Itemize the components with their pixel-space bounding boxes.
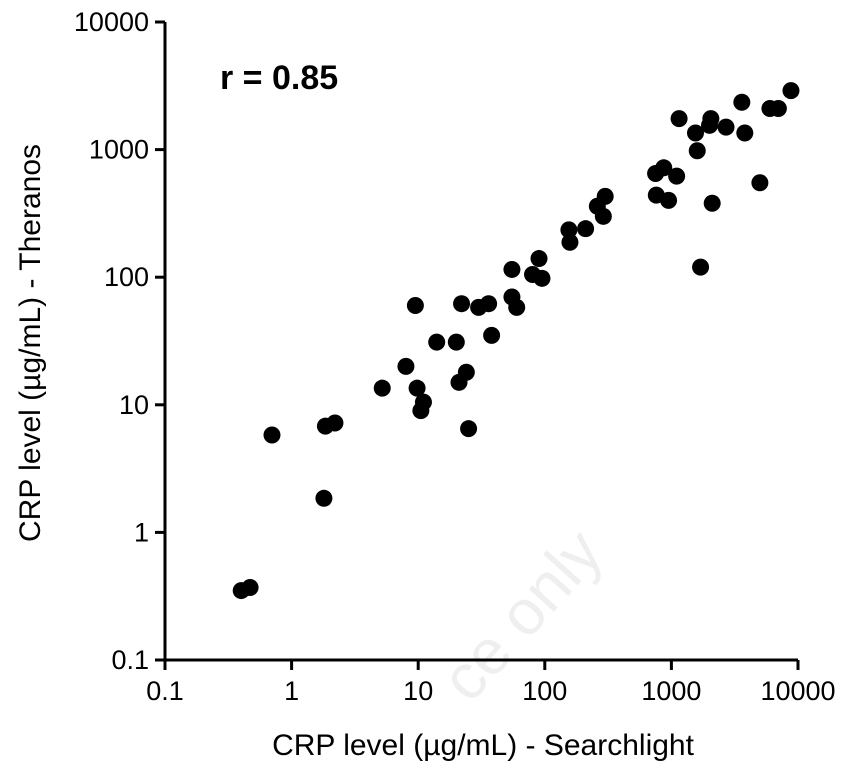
x-tick-label: 1000 bbox=[641, 676, 701, 706]
data-point bbox=[397, 357, 415, 375]
y-tick-label: 10000 bbox=[74, 7, 149, 37]
data-point bbox=[686, 124, 704, 142]
data-point bbox=[560, 221, 578, 239]
data-point bbox=[533, 269, 551, 287]
data-point bbox=[782, 82, 800, 100]
data-point bbox=[480, 295, 498, 313]
data-point bbox=[408, 379, 426, 397]
data-point bbox=[769, 99, 787, 117]
data-point bbox=[483, 326, 501, 344]
data-point bbox=[692, 258, 710, 276]
data-point bbox=[414, 393, 432, 411]
data-point bbox=[457, 363, 475, 381]
x-tick-label: 10000 bbox=[760, 676, 835, 706]
data-point bbox=[670, 110, 688, 128]
x-tick-label: 100 bbox=[522, 676, 567, 706]
correlation-annotation: r = 0.85 bbox=[220, 59, 338, 97]
data-point bbox=[263, 426, 281, 444]
x-axis-ticks: 0.1 1 10 100 1000 10000 bbox=[146, 660, 836, 706]
data-point bbox=[561, 233, 579, 251]
data-point bbox=[717, 118, 735, 136]
data-point bbox=[594, 207, 612, 225]
data-point bbox=[447, 333, 465, 351]
data-point bbox=[508, 298, 526, 316]
data-point bbox=[736, 124, 754, 142]
data-point bbox=[460, 420, 478, 438]
y-axis-title: CRP level (µg/mL) - Theranos bbox=[14, 144, 47, 542]
data-point bbox=[428, 333, 446, 351]
data-point bbox=[703, 194, 721, 212]
data-point bbox=[668, 167, 686, 185]
y-axis-ticks: 0.1 1 10 100 1000 10000 bbox=[74, 7, 165, 675]
data-point bbox=[406, 297, 424, 315]
data-point bbox=[596, 187, 614, 205]
data-points bbox=[232, 82, 800, 600]
y-tick-label: 1 bbox=[134, 517, 149, 547]
data-point bbox=[655, 159, 673, 177]
data-point bbox=[660, 191, 678, 209]
y-tick-label: 1000 bbox=[89, 135, 149, 165]
x-tick-label: 0.1 bbox=[146, 676, 184, 706]
data-point bbox=[453, 295, 471, 313]
data-point bbox=[577, 220, 595, 238]
x-tick-label: 10 bbox=[403, 676, 433, 706]
y-tick-label: 100 bbox=[104, 262, 149, 292]
data-point bbox=[326, 414, 344, 432]
axes bbox=[163, 22, 798, 662]
data-point bbox=[241, 578, 259, 596]
data-point bbox=[751, 174, 769, 192]
data-point bbox=[315, 489, 333, 507]
data-point bbox=[733, 93, 751, 111]
y-tick-label: 10 bbox=[119, 390, 149, 420]
data-point bbox=[503, 260, 521, 278]
data-point bbox=[688, 142, 706, 160]
data-point bbox=[702, 110, 720, 128]
data-point bbox=[530, 250, 548, 268]
x-tick-label: 1 bbox=[284, 676, 299, 706]
y-tick-label: 0.1 bbox=[111, 645, 149, 675]
data-point bbox=[373, 379, 391, 397]
x-axis-title: CRP level (µg/mL) - Searchlight bbox=[272, 729, 695, 762]
